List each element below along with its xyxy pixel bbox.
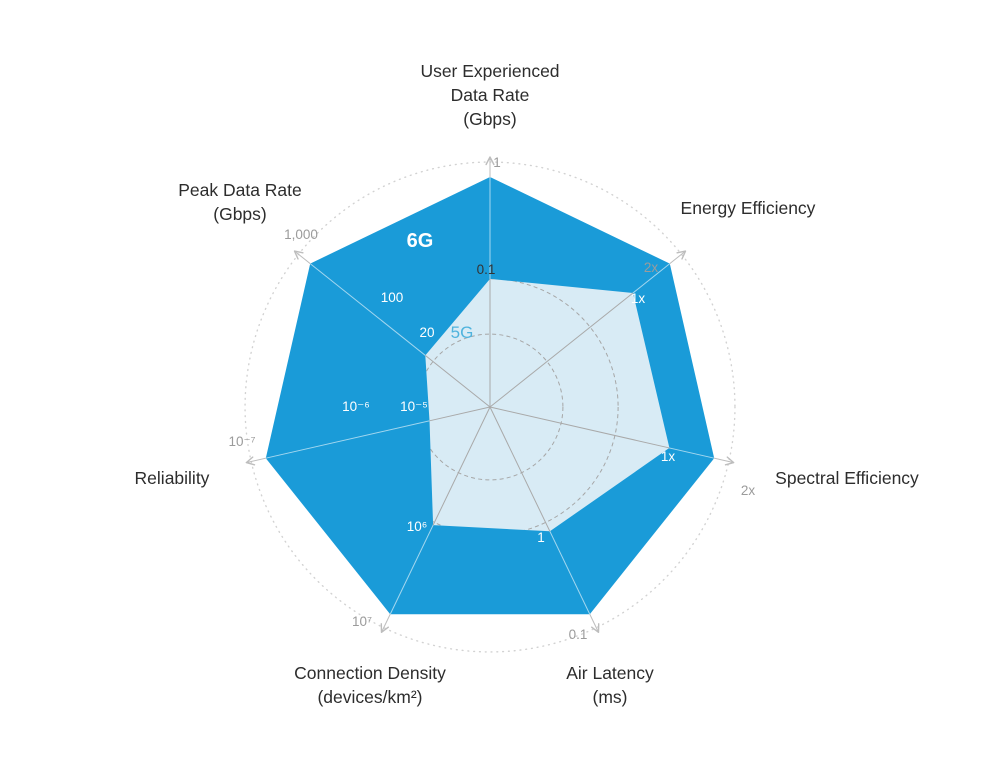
axis-line-inner xyxy=(429,406,491,422)
tick-label: 10⁻⁶ xyxy=(342,399,370,414)
axis-label-spectral-efficiency: Spectral Efficiency xyxy=(775,468,919,488)
axis-label-user-experienced-data-rate: User Experienced Data Rate (Gbps) xyxy=(420,61,559,129)
tick-label: 1 xyxy=(493,155,501,170)
tick-label: 10⁶ xyxy=(407,519,428,534)
series-label-6g: 6G xyxy=(407,230,434,252)
tick-label: 10⁷ xyxy=(352,614,372,629)
axis-arrow-icon xyxy=(724,456,735,466)
tick-label: 1 xyxy=(537,530,545,545)
axis-label-connection-density: Connection Density (devices/km²) xyxy=(294,663,446,707)
tick-label: 1x xyxy=(631,291,646,306)
axis-line-inner xyxy=(489,292,634,408)
axis-arrow-icon xyxy=(591,623,600,633)
tick-label: 20 xyxy=(419,325,434,340)
tick-label: 2x xyxy=(741,483,756,498)
axis-arrow-icon xyxy=(485,156,495,166)
axis-line-inner xyxy=(489,406,670,449)
axis-line-inner xyxy=(424,354,491,408)
axis-label-peak-data-rate: Peak Data Rate (Gbps) xyxy=(178,180,302,224)
grid-ring-dashed xyxy=(425,333,564,481)
axis-line-inner xyxy=(432,406,491,526)
tick-label: 10⁻⁷ xyxy=(228,434,255,449)
tick-label: 2x xyxy=(644,260,659,275)
axis-label-reliability: Reliability xyxy=(135,468,210,488)
series-area-5g xyxy=(425,278,670,532)
axis-label-energy-efficiency: Energy Efficiency xyxy=(681,198,816,218)
tick-label: 0.1 xyxy=(477,262,496,277)
tick-label: 10⁻⁵ xyxy=(400,399,428,414)
series-label-5g: 5G xyxy=(451,323,474,342)
axis-line-inner xyxy=(489,406,551,532)
axis-label-air-latency: Air Latency (ms) xyxy=(566,663,654,707)
tick-label: 0.1 xyxy=(569,627,588,642)
axis-arrow-icon xyxy=(380,623,389,633)
axis-arrow-icon xyxy=(293,250,304,260)
tick-label: 100 xyxy=(381,290,404,305)
axis-arrow-icon xyxy=(676,250,687,260)
tick-label: 1,000 xyxy=(284,227,318,242)
grid-ring-dashed xyxy=(425,278,619,532)
tick-label: 1x xyxy=(661,449,676,464)
axis-arrow-icon xyxy=(245,456,256,466)
